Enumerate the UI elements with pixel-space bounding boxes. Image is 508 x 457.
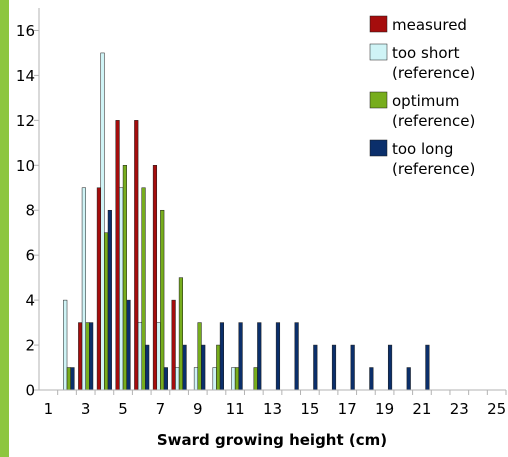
bar-too-long-x12 [257,322,262,391]
legend-swatch [369,15,388,33]
x-tick-label: 17 [338,400,357,418]
bar-too-long-x15 [313,344,318,391]
bar-measured-x4 [96,187,101,391]
left-accent-bar [0,0,9,457]
legend-label: too short (reference) [392,44,475,82]
bar-too-long-x5 [126,299,131,391]
bar-measured-x8 [171,299,176,391]
x-tick-label: 11 [226,400,245,418]
y-tick-label: 14 [16,67,35,85]
bar-too-long-x7 [163,367,168,391]
legend: measured too short (reference) optimum (refe… [369,15,475,178]
bar-too-long-x16 [331,344,337,391]
bar-too-short-x3 [81,187,86,391]
bar-too-long-x20 [406,367,411,391]
y-tick-label: 6 [25,247,35,265]
bar-measured-x5 [115,120,120,391]
bar-too-short-x7 [156,322,161,391]
y-tick-label: 12 [16,112,35,130]
bar-optimum-x8 [178,277,183,391]
x-tick-label: 7 [156,400,166,418]
legend-label: measured [392,16,467,34]
bar-optimum-x7 [160,209,165,391]
bar-too-long-x14 [294,322,299,391]
bar-measured-x7 [152,165,158,391]
bar-too-long-x21 [425,344,430,391]
y-tick-label: 4 [25,292,35,310]
x-tick-label: 23 [450,400,469,418]
y-tick-label: 16 [16,22,35,40]
bar-optimum-x6 [141,187,146,391]
bar-too-long-x18 [369,367,374,391]
bar-optimum-x10 [216,344,221,391]
bar-too-long-x8 [182,344,187,391]
bar-too-long-x9 [201,344,206,391]
bar-too-short-x4 [100,52,105,391]
bar-too-long-x17 [350,344,355,391]
legend-label: too long (reference) [392,140,475,178]
y-tick-label: 2 [25,337,35,355]
bar-too-long-x6 [145,344,150,391]
legend-swatch [369,139,388,157]
bar-too-long-x11 [238,322,243,391]
bar-too-long-x10 [219,322,224,391]
bar-too-short-x2 [63,299,68,391]
x-tick-label: 3 [81,400,91,418]
bar-too-short-x11 [231,367,236,391]
x-tick-label: 21 [412,400,431,418]
bar-optimum-x4 [104,232,109,391]
bar-too-long-x2 [70,367,75,391]
x-tick-label: 9 [193,400,203,418]
bar-optimum-x12 [253,367,258,391]
x-tick-label: 15 [300,400,319,418]
bar-optimum-x11 [234,367,240,391]
bar-too-short-x6 [137,322,142,391]
legend-swatch [369,43,388,61]
bar-too-short-x5 [119,187,124,391]
y-tick-label: 8 [25,202,35,220]
bar-optimum-x2 [66,367,71,391]
bar-optimum-x5 [122,165,127,391]
axes-layer [38,8,506,391]
bar-too-long-x4 [107,209,112,391]
y-tick-label: 0 [25,382,35,400]
legend-label: optimum (reference) [392,92,475,130]
bar-optimum-x9 [197,322,202,391]
bar-too-short-x9 [193,367,199,391]
bar-too-long-x19 [387,344,393,391]
x-axis-title: Sward growing height (cm) [157,431,387,449]
y-tick-label: 10 [16,157,35,175]
bar-optimum-x3 [85,322,90,391]
x-tick-label: 13 [263,400,282,418]
x-tick-label: 25 [487,400,506,418]
bars-layer [63,52,430,391]
bar-too-long-x3 [89,322,94,391]
bar-too-long-x13 [275,322,281,391]
bar-too-short-x10 [212,367,217,391]
legend-swatch [369,91,388,109]
x-tick-label: 19 [375,400,394,418]
bar-too-short-x8 [175,367,180,391]
bar-measured-x3 [78,322,83,391]
bar-measured-x6 [134,120,139,391]
x-tick-label: 1 [44,400,54,418]
x-tick-label: 5 [118,400,128,418]
